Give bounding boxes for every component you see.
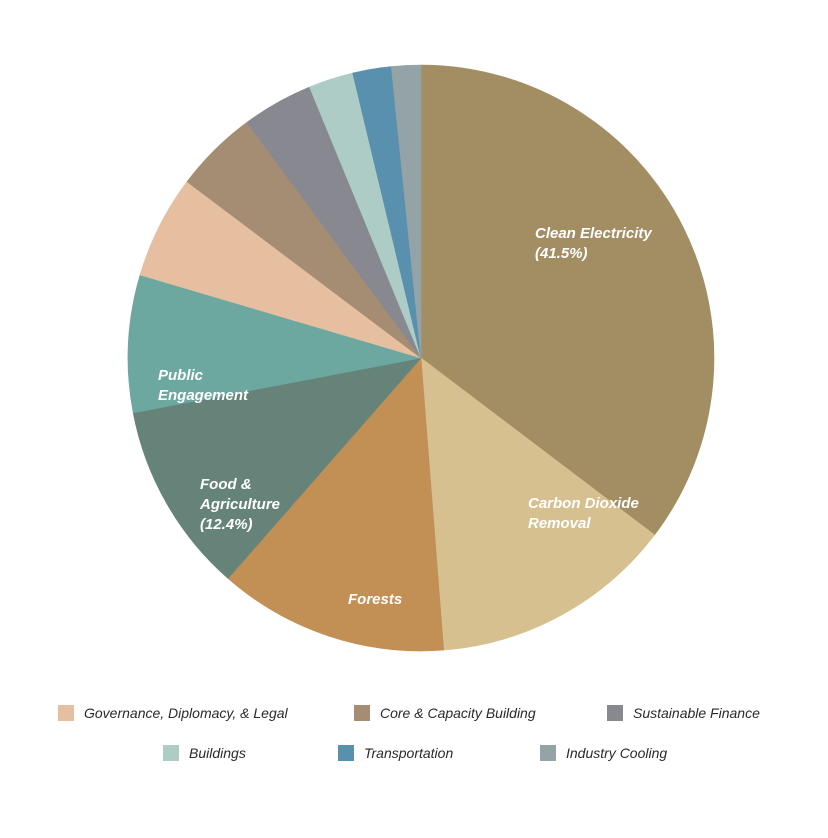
pie-slice-public-engagement xyxy=(127,274,422,414)
pie-slice-food-agriculture xyxy=(132,357,422,579)
slice-label: Carbon Dioxide Removal xyxy=(528,495,639,532)
slice-label: Clean Electricity (41.5%) xyxy=(535,225,652,262)
pie-slice-clean-electricity xyxy=(420,64,715,536)
pie-slice-industry-cooling xyxy=(390,64,422,359)
pie-slices xyxy=(127,64,715,652)
slice-label: Public Engagement xyxy=(158,367,249,404)
slice-labels: Clean Electricity (41.5%) Carbon Dioxide Re… xyxy=(158,225,652,608)
pie-slice-carbon-dioxide-removal xyxy=(420,357,655,651)
slice-label: Forests xyxy=(348,591,402,608)
pie-slice-forests xyxy=(227,357,445,652)
slice-label: Food & Agriculture (12.4%) xyxy=(199,476,280,533)
